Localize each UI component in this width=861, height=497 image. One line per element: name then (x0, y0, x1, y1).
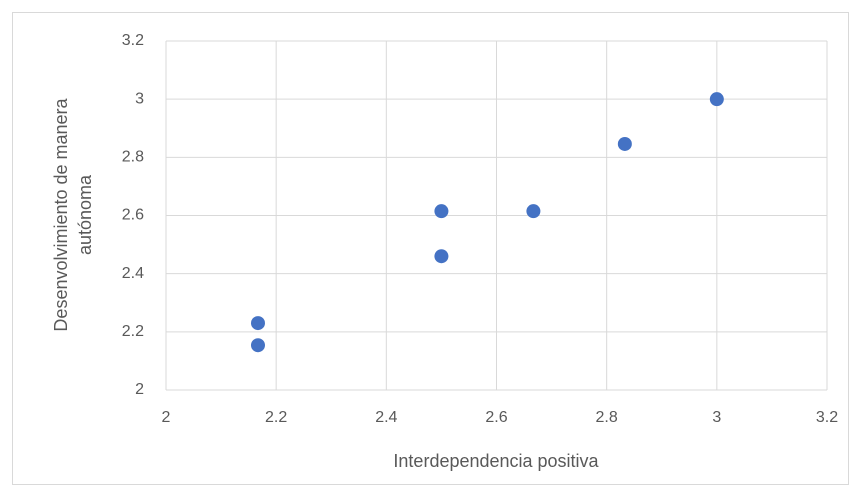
x-tick-label: 2.8 (596, 409, 618, 426)
chart-frame (12, 12, 849, 485)
y-tick-label: 2.6 (122, 207, 144, 224)
y-tick-label: 2.2 (122, 323, 144, 340)
x-axis-title: Interdependencia positiva (393, 451, 599, 471)
x-tick-label: 3.2 (816, 409, 838, 426)
y-axis-title: Desenvolvimiento de manera (51, 97, 71, 331)
y-axis-title: autónoma (75, 174, 95, 255)
point (434, 249, 449, 264)
x-tick-label: 2 (162, 409, 171, 426)
point (526, 204, 541, 219)
y-tick-label: 2.4 (122, 265, 144, 282)
y-tick-label: 3.2 (122, 32, 144, 49)
x-tick-label: 2.2 (265, 409, 287, 426)
point (617, 136, 632, 151)
x-tick-label: 2.4 (375, 409, 397, 426)
point (709, 92, 724, 107)
point (250, 316, 265, 331)
x-tick-label: 2.6 (485, 409, 507, 426)
y-tick-label: 2 (135, 381, 144, 398)
point (434, 204, 449, 219)
y-tick-label: 2.8 (122, 149, 144, 166)
point (250, 338, 265, 353)
x-tick-label: 3 (712, 409, 721, 426)
y-tick-label: 3 (135, 90, 144, 107)
